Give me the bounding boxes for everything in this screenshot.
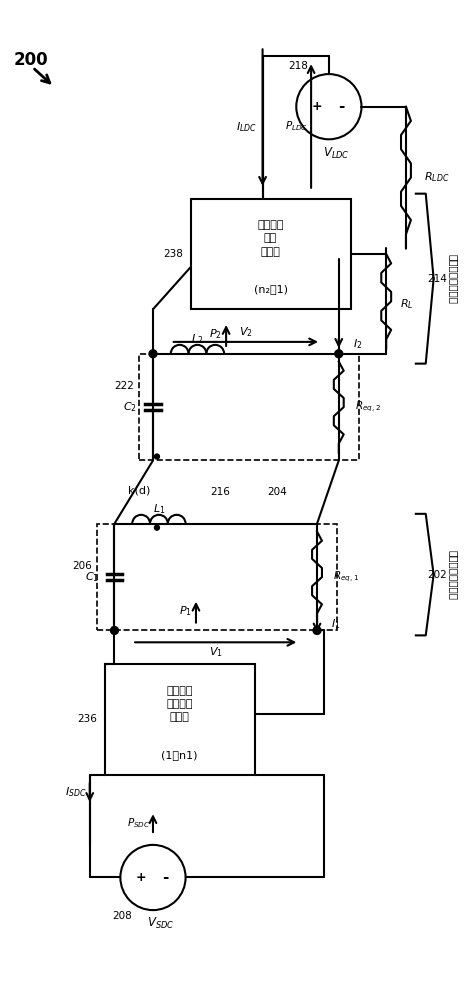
- Text: $L_2$: $L_2$: [191, 332, 203, 346]
- Text: (n₂：1): (n₂：1): [253, 284, 288, 294]
- Bar: [139, 354, 358, 460]
- Text: $P_1$: $P_1$: [179, 604, 192, 618]
- Text: +: +: [135, 871, 146, 884]
- Bar: [105, 664, 255, 775]
- Circle shape: [154, 525, 159, 530]
- Text: 基础无线充电系统: 基础无线充电系统: [448, 550, 458, 600]
- Text: $P_2$: $P_2$: [209, 327, 222, 341]
- Text: -: -: [162, 870, 169, 885]
- Text: 200: 200: [13, 51, 48, 69]
- Circle shape: [149, 350, 157, 358]
- Text: 基础充电
系统功率
转换器: 基础充电 系统功率 转换器: [166, 686, 193, 722]
- Text: $V_1$: $V_1$: [209, 645, 223, 659]
- Text: $I_{LDC}$: $I_{LDC}$: [236, 121, 257, 134]
- Text: 216: 216: [210, 487, 230, 497]
- Text: $I_{SDC}$: $I_{SDC}$: [65, 785, 87, 799]
- Text: 214: 214: [428, 274, 447, 284]
- Text: 202: 202: [428, 570, 447, 580]
- Text: $I_1$: $I_1$: [331, 618, 341, 631]
- Text: 218: 218: [288, 61, 308, 71]
- Text: $R_{eq,2}$: $R_{eq,2}$: [355, 400, 381, 414]
- Text: +: +: [311, 100, 322, 113]
- Text: 222: 222: [114, 381, 134, 391]
- Text: $P_{SDC}$: $P_{SDC}$: [127, 816, 151, 830]
- Bar: [191, 199, 350, 309]
- Circle shape: [313, 626, 321, 634]
- Text: $R_L$: $R_L$: [400, 297, 414, 311]
- Text: $C_1$: $C_1$: [85, 570, 98, 584]
- Text: 电动车辆充电系统: 电动车辆充电系统: [448, 254, 458, 304]
- Circle shape: [111, 626, 118, 634]
- Text: $L_1$: $L_1$: [153, 502, 165, 516]
- Text: k(d): k(d): [128, 485, 150, 495]
- Text: $I_2$: $I_2$: [353, 337, 362, 351]
- Text: 236: 236: [77, 714, 97, 724]
- Text: 238: 238: [163, 249, 183, 259]
- Circle shape: [335, 350, 343, 358]
- Text: $V_2$: $V_2$: [239, 325, 253, 339]
- Circle shape: [154, 454, 159, 459]
- Text: $V_{SDC}$: $V_{SDC}$: [147, 916, 175, 931]
- Text: 206: 206: [72, 561, 92, 571]
- Circle shape: [296, 74, 362, 139]
- Text: -: -: [338, 99, 344, 114]
- Circle shape: [121, 845, 186, 910]
- Text: $R_{eq,1}$: $R_{eq,1}$: [333, 570, 359, 584]
- Text: 208: 208: [113, 911, 132, 921]
- Text: 204: 204: [268, 487, 287, 497]
- Text: $R_{LDC}$: $R_{LDC}$: [424, 171, 449, 184]
- Bar: [97, 524, 337, 630]
- Text: $C_2$: $C_2$: [123, 400, 137, 414]
- Text: (1：n1): (1：n1): [162, 750, 198, 760]
- Text: $P_{LDC}$: $P_{LDC}$: [285, 119, 308, 133]
- Text: $V_{LDC}$: $V_{LDC}$: [324, 146, 350, 161]
- Text: 电动车辆
功率
转换器: 电动车辆 功率 转换器: [257, 220, 284, 257]
